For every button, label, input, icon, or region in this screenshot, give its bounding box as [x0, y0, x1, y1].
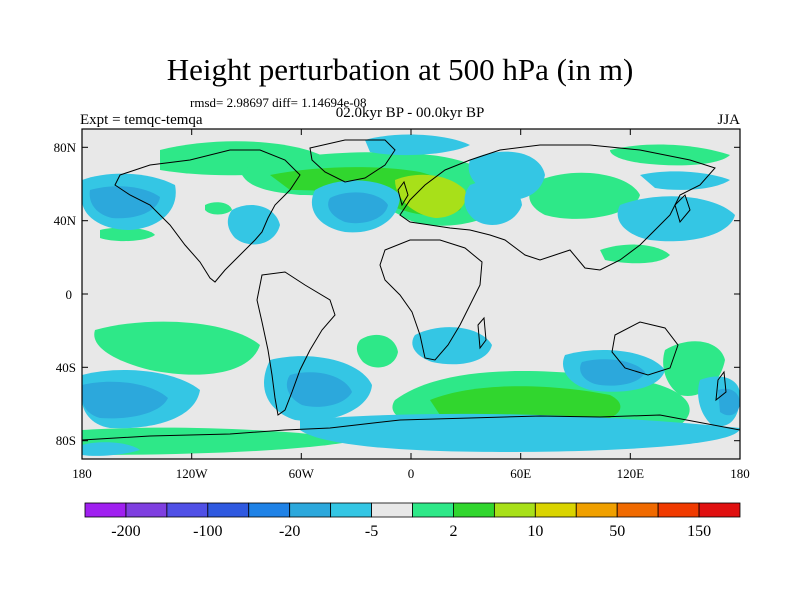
- coastline-madagascar: [477, 316, 487, 350]
- colorbar-swatch: [125, 502, 168, 518]
- negative-region: [300, 413, 740, 452]
- lon-tick-label: 180: [72, 466, 92, 481]
- negative-region: [82, 381, 168, 419]
- colorbar-swatch: [616, 502, 659, 518]
- coastline-eurasia: [399, 144, 716, 271]
- colorbar-label: 10: [527, 523, 543, 540]
- negative-region: [328, 192, 388, 224]
- colorbar-label: -20: [279, 523, 300, 540]
- lon-tick-label: 0: [408, 466, 415, 481]
- lat-tick-label: 0: [66, 287, 73, 302]
- positive-region: [356, 334, 398, 368]
- positive-region: [100, 227, 155, 242]
- lat-tick-label: 40N: [54, 213, 77, 228]
- positive-region: [82, 427, 360, 455]
- coastlines: [82, 139, 740, 441]
- colorbar-swatch: [330, 502, 372, 518]
- coastline-greenland: [309, 139, 396, 183]
- negative-region: [365, 134, 470, 156]
- longitude-axis: 180 120W 60W 0 60E 120E 180: [72, 129, 750, 481]
- lon-tick-label: 180: [730, 466, 750, 481]
- latitude-axis: 80N 40N 0 40S 80S: [54, 140, 740, 448]
- coastline-north-america: [114, 149, 301, 283]
- negative-region: [227, 205, 280, 245]
- positive-region: [205, 202, 232, 215]
- lon-tick-label: 120W: [176, 466, 209, 481]
- positive-region: [529, 172, 640, 219]
- positive-region: [94, 321, 260, 375]
- colorbar-label: -200: [111, 523, 140, 540]
- negative-region: [412, 327, 492, 365]
- coastline-japan: [674, 194, 691, 224]
- colorbar-swatch: [166, 502, 209, 518]
- positive-region: [600, 244, 670, 264]
- colorbar-swatch: [657, 502, 700, 518]
- period-label: 02.0kyr BP - 00.0kyr BP: [335, 105, 485, 121]
- stats-text: rmsd= 2.98697 diff= 1.14694e-08: [190, 95, 367, 110]
- negative-region: [464, 181, 522, 225]
- colorbar-swatch: [698, 502, 741, 518]
- coastline-uk: [397, 180, 409, 207]
- colorbar-swatch: [84, 502, 127, 518]
- positive-region: [395, 174, 466, 218]
- colorbar-label: -5: [365, 523, 378, 540]
- lat-tick-label: 40S: [56, 360, 76, 375]
- coastline-antarctica: [82, 414, 740, 441]
- anomaly-field: [82, 129, 740, 459]
- colorbar-swatch: [575, 502, 618, 518]
- season-label: JJA: [717, 112, 740, 128]
- colorbar-swatch: [289, 502, 332, 518]
- colorbar: -200 -100 -20 -5 2 10 50 150: [84, 502, 741, 540]
- colorbar-swatch: [371, 502, 413, 518]
- lat-tick-label: 80N: [54, 140, 77, 155]
- negative-region: [617, 196, 735, 242]
- colorbar-label: 2: [449, 523, 457, 540]
- negative-region: [82, 442, 140, 456]
- lon-tick-label: 60W: [289, 466, 315, 481]
- colorbar-label: 150: [687, 523, 711, 540]
- plot-title: Height perturbation at 500 hPa (in m): [166, 52, 634, 87]
- coastline-africa: [379, 239, 483, 361]
- lon-tick-label: 120E: [617, 466, 645, 481]
- colorbar-swatch: [248, 502, 291, 518]
- negative-region: [89, 186, 160, 219]
- negative-region: [718, 388, 740, 416]
- colorbar-label: -100: [193, 523, 222, 540]
- colorbar-label: 50: [609, 523, 625, 540]
- colorbar-swatch: [453, 502, 495, 518]
- negative-region: [286, 372, 352, 407]
- lon-tick-label: 60E: [510, 466, 531, 481]
- experiment-label: Expt = temqc-temqa: [80, 112, 203, 128]
- lat-tick-label: 80S: [56, 433, 76, 448]
- negative-region: [580, 359, 645, 386]
- coastline-new-zealand: [715, 370, 727, 402]
- colorbar-swatch: [207, 502, 250, 518]
- coastline-australia: [611, 321, 679, 376]
- colorbar-swatch: [493, 502, 536, 518]
- positive-region: [430, 386, 621, 424]
- coastline-south-america: [256, 271, 336, 416]
- colorbar-swatch: [412, 502, 454, 518]
- colorbar-swatch: [534, 502, 577, 518]
